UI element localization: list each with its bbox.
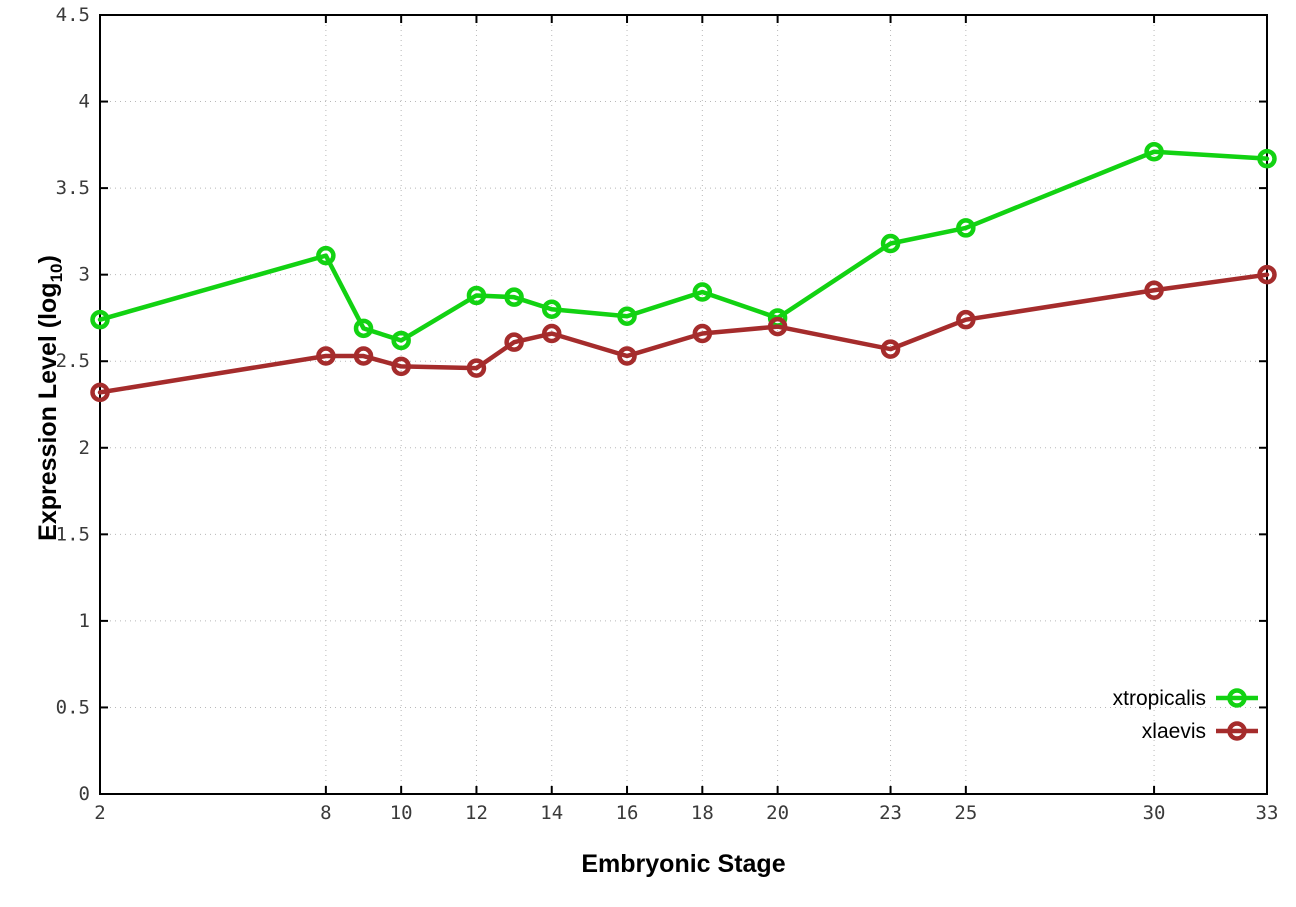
data-point-xlaevis — [767, 316, 788, 337]
y-tick-label: 1 — [79, 610, 90, 632]
x-axis-title: Embryonic Stage — [581, 850, 786, 878]
y-tick-label: 4.5 — [56, 4, 90, 26]
x-tick-label: 2 — [94, 802, 105, 824]
legend-label-xlaevis: xlaevis — [1142, 720, 1206, 743]
x-tick-label: 18 — [691, 802, 714, 824]
y-tick-label: 3 — [79, 264, 90, 286]
legend-sample-marker-xlaevis — [1227, 721, 1247, 741]
legend-sample-marker-xtropicalis — [1227, 688, 1247, 708]
data-point-xlaevis — [541, 323, 562, 344]
data-point-xlaevis — [1144, 280, 1164, 300]
data-point-xtropicalis — [541, 299, 562, 320]
data-point-xtropicalis — [956, 218, 976, 238]
y-tick-label: 2 — [79, 437, 90, 459]
y-axis-title-subscript: 10 — [47, 263, 66, 283]
data-point-xlaevis — [353, 346, 374, 366]
data-point-xtropicalis — [90, 309, 110, 330]
x-tick-label: 14 — [540, 802, 563, 824]
data-point-xtropicalis — [316, 245, 336, 266]
data-point-xtropicalis — [1257, 148, 1277, 169]
y-axis-title-text: Expression Level (log — [34, 282, 62, 541]
data-point-xlaevis — [391, 356, 411, 377]
data-point-xtropicalis — [692, 282, 713, 302]
y-tick-label: 2.5 — [56, 350, 90, 372]
data-point-xlaevis — [617, 346, 637, 366]
y-tick-label: 1.5 — [56, 523, 90, 545]
data-point-xlaevis — [956, 309, 976, 330]
data-point-xtropicalis — [353, 318, 374, 339]
data-point-xlaevis — [1257, 264, 1277, 285]
legend-label-xtropicalis: xtropicalis — [1113, 687, 1206, 710]
data-point-xlaevis — [90, 382, 110, 403]
data-point-xtropicalis — [391, 330, 411, 351]
plot-border — [99, 14, 1268, 795]
x-tick-label: 12 — [465, 802, 488, 824]
data-point-xlaevis — [692, 323, 713, 344]
y-axis-title: Expression Level (log10) — [34, 188, 67, 608]
x-tick-label: 30 — [1143, 802, 1166, 824]
y-tick-label: 0 — [79, 783, 90, 805]
data-point-xtropicalis — [1144, 142, 1164, 162]
data-point-xlaevis — [466, 358, 487, 378]
data-point-xtropicalis — [504, 287, 524, 307]
data-point-xlaevis — [504, 332, 524, 352]
data-point-xtropicalis — [880, 233, 901, 254]
y-axis-title-close: ) — [34, 255, 62, 264]
y-tick-label: 4 — [79, 91, 90, 113]
x-tick-label: 25 — [954, 802, 977, 824]
x-tick-label: 23 — [879, 802, 902, 824]
data-point-xlaevis — [316, 346, 336, 366]
y-tick-label: 0.5 — [56, 696, 90, 718]
data-point-xtropicalis — [617, 306, 637, 326]
x-tick-label: 8 — [320, 802, 331, 824]
y-tick-label: 3.5 — [56, 177, 90, 199]
data-point-xtropicalis — [466, 285, 487, 306]
x-tick-label: 33 — [1256, 802, 1279, 824]
x-tick-label: 20 — [766, 802, 789, 824]
x-tick-label: 16 — [616, 802, 639, 824]
x-tick-label: 10 — [390, 802, 413, 824]
data-point-xlaevis — [880, 339, 901, 359]
